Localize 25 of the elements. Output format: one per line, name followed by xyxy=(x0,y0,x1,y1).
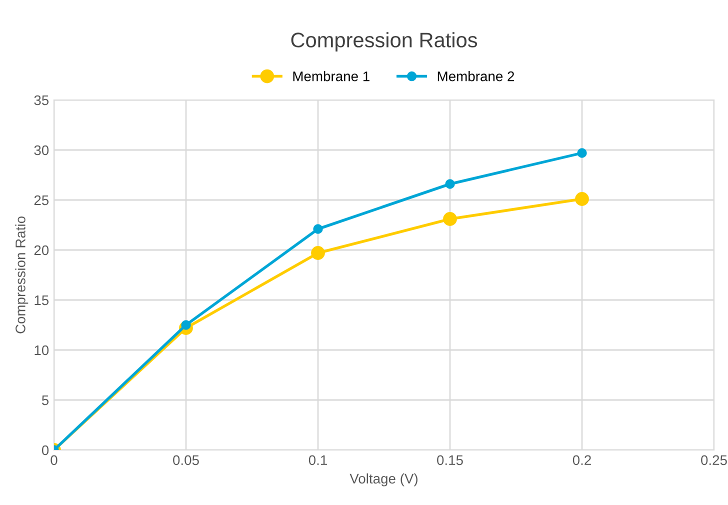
point xyxy=(311,246,325,260)
legend-label: Membrane 2 xyxy=(438,71,514,82)
y-tick-label: 15 xyxy=(34,295,49,306)
y-tick-label: 25 xyxy=(34,195,49,206)
point xyxy=(443,212,457,226)
point xyxy=(313,224,323,234)
y-tick-label: 5 xyxy=(42,395,49,406)
y-tick-label: 10 xyxy=(34,345,49,356)
y-tick-label: 30 xyxy=(34,145,49,156)
y-tick-label: 20 xyxy=(34,245,49,256)
legend-label: Membrane 1 xyxy=(293,71,370,82)
point xyxy=(575,192,589,206)
point xyxy=(577,148,587,158)
x-axis-title: Voltage (V) xyxy=(350,473,418,486)
x-tick-label: 0.1 xyxy=(308,455,327,466)
x-tick-label: 0.25 xyxy=(701,455,727,466)
y-tick-label: 0 xyxy=(42,445,49,456)
x-tick-label: 0.05 xyxy=(173,455,199,466)
x-tick-label: 0.15 xyxy=(437,455,463,466)
y-axis-title: Compression Ratio xyxy=(15,216,28,334)
x-tick-label: 0 xyxy=(50,455,58,466)
point xyxy=(445,179,455,189)
chart-title: Compression Ratios xyxy=(291,32,478,52)
x-tick-label: 0.2 xyxy=(572,455,591,466)
y-tick-label: 35 xyxy=(34,95,49,106)
